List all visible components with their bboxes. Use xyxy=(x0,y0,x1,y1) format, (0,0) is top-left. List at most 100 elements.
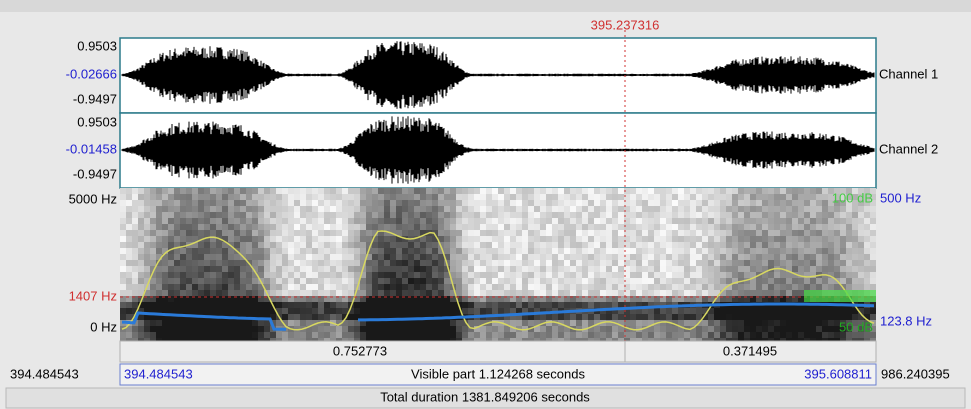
spectrogram-cell xyxy=(252,218,258,224)
start-total[interactable]: 394.484543 xyxy=(10,366,79,381)
spectrogram-cell xyxy=(618,272,624,278)
spectrogram-cell xyxy=(726,326,732,332)
spectrogram-cell xyxy=(672,314,678,320)
spectrogram-cell xyxy=(252,230,258,236)
spectrogram-cell xyxy=(126,332,132,338)
spectrogram-cell xyxy=(342,326,348,332)
spectrogram-cell xyxy=(648,224,654,230)
spectrogram-cell xyxy=(276,278,282,284)
spectrogram-cell xyxy=(204,254,210,260)
spectrogram-cell xyxy=(780,278,786,284)
spectrogram-cell xyxy=(528,212,534,218)
spectrogram-cell xyxy=(828,332,834,338)
spectrogram-cell xyxy=(726,320,732,326)
spectrogram-cell xyxy=(504,260,510,266)
spectrogram-cell xyxy=(444,278,450,284)
spectrogram-cell xyxy=(780,218,786,224)
spectrogram-cell xyxy=(252,326,258,332)
spectrogram-cell xyxy=(822,212,828,218)
spectrogram-cell xyxy=(486,278,492,284)
spectrogram-cell xyxy=(228,284,234,290)
spectrogram-cell xyxy=(396,248,402,254)
spectrogram-cell xyxy=(540,212,546,218)
spectrogram-cell xyxy=(600,212,606,218)
spectrogram-cell xyxy=(726,194,732,200)
spectrogram-cell xyxy=(348,212,354,218)
spectrogram-cell xyxy=(816,212,822,218)
spectrogram-cell xyxy=(822,218,828,224)
end-visible[interactable]: 395.608811 xyxy=(804,366,872,381)
spectrogram-cell xyxy=(780,332,786,338)
spectrogram-cell xyxy=(660,332,666,338)
spectrogram-cell xyxy=(750,218,756,224)
spectrogram-cell xyxy=(252,212,258,218)
spectrogram-cell xyxy=(414,266,420,272)
spectrogram-cell xyxy=(216,332,222,338)
spectrogram-cell xyxy=(660,320,666,326)
spectrogram-cell xyxy=(744,290,750,296)
spectrogram-cell xyxy=(138,224,144,230)
spectrogram-cell xyxy=(858,242,864,248)
start-visible[interactable]: 394.484543 xyxy=(124,366,193,381)
spectrogram-cell xyxy=(534,254,540,260)
spectrogram-cell xyxy=(384,224,390,230)
spectrogram-cell xyxy=(420,212,426,218)
spectrogram-cell xyxy=(846,278,852,284)
spectrogram-cell xyxy=(150,260,156,266)
spectrogram-cell xyxy=(126,200,132,206)
spectrogram-cell xyxy=(516,248,522,254)
spectrogram-cell xyxy=(612,200,618,206)
spectrogram-cell xyxy=(666,260,672,266)
spectrogram-cell xyxy=(720,278,726,284)
spectrogram-cell xyxy=(384,332,390,338)
spectrogram-cell xyxy=(540,224,546,230)
spectrogram-cell xyxy=(132,200,138,206)
spectrogram-cell xyxy=(564,212,570,218)
spectrogram-cell xyxy=(702,236,708,242)
spectrogram-cell xyxy=(864,212,870,218)
spectrogram-cell xyxy=(612,260,618,266)
spectrogram-cell xyxy=(438,212,444,218)
spectrogram-cell xyxy=(828,224,834,230)
spectrogram-cell xyxy=(696,266,702,272)
visible-part[interactable]: Visible part 1.124268 seconds xyxy=(411,366,585,381)
spectrogram-cell xyxy=(552,212,558,218)
spectrogram-cell xyxy=(216,260,222,266)
spectrogram-cell xyxy=(198,302,204,308)
spectrogram-cell xyxy=(384,188,390,194)
left-segment-duration[interactable]: 0.752773 xyxy=(333,343,387,358)
spectrogram-cell xyxy=(324,326,330,332)
spectrogram-cell xyxy=(150,188,156,194)
spectrogram-cell xyxy=(270,188,276,194)
spectrogram-cell xyxy=(546,194,552,200)
spectrogram-cell xyxy=(426,260,432,266)
channel-min: -0.9497 xyxy=(73,166,117,181)
spectrogram-cell xyxy=(726,224,732,230)
spectrogram-cell xyxy=(444,230,450,236)
spectrogram-cell xyxy=(600,302,606,308)
spectrogram-cell xyxy=(462,308,468,314)
spectrogram-cell xyxy=(222,188,228,194)
spectrogram-cell xyxy=(132,206,138,212)
spectrogram-cell xyxy=(558,206,564,212)
spectrogram-cell xyxy=(738,266,744,272)
spectrogram-cell xyxy=(330,212,336,218)
spectrogram-cell xyxy=(762,320,768,326)
spectrogram-cell xyxy=(330,326,336,332)
spectrogram-cell xyxy=(198,308,204,314)
spectrogram-cell xyxy=(186,320,192,326)
spectrogram-cell xyxy=(270,248,276,254)
spectrogram-cell xyxy=(732,290,738,296)
spectrogram-cell xyxy=(156,188,162,194)
spectrogram-cell xyxy=(318,314,324,320)
end-total[interactable]: 986.240395 xyxy=(881,366,950,381)
spectrogram-cell xyxy=(702,200,708,206)
spectrogram-cell xyxy=(822,332,828,338)
spectrogram-cell xyxy=(138,272,144,278)
right-segment-duration[interactable]: 0.371495 xyxy=(723,343,777,358)
spectrogram-cell xyxy=(744,188,750,194)
total-duration[interactable]: Total duration 1381.849206 seconds xyxy=(380,389,590,404)
spectrogram-cell xyxy=(228,236,234,242)
spectrogram-cell xyxy=(828,326,834,332)
spectrogram-cell xyxy=(696,314,702,320)
